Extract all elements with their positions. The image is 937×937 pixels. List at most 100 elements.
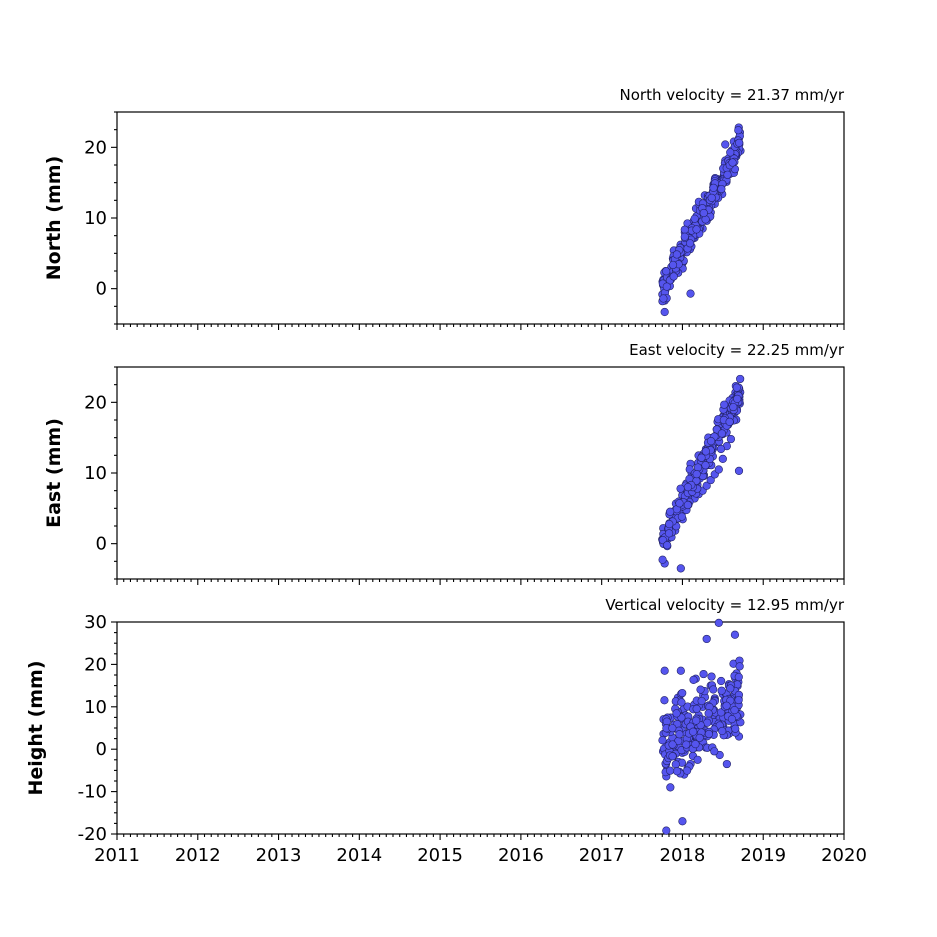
height-data-point: [726, 684, 735, 693]
north-data-point: [726, 148, 735, 157]
east-data-point: [725, 417, 734, 426]
north-data-point: [662, 267, 671, 276]
east-data-point: [692, 470, 701, 479]
east-data-point: [706, 437, 716, 446]
north-data-point: [707, 193, 716, 202]
height-panel: 2011 2012 2013 2014 2015 2016 2017 2018 2019 2020…: [25, 596, 867, 866]
height-data-point: [678, 688, 687, 698]
height-data-point: [717, 686, 726, 695]
height-data-point: [704, 729, 714, 739]
height-data-point: [691, 739, 700, 749]
east-data-point: [736, 374, 745, 384]
height-data-point: [695, 733, 704, 742]
north-data-point: [734, 126, 743, 135]
height-data-point: [718, 726, 727, 736]
height-data-point: [714, 618, 723, 627]
north-scatter-points: [658, 123, 745, 317]
east-y-axis-label: East (mm): [43, 418, 65, 528]
height-data-point: [668, 724, 677, 733]
north-data-point: [660, 307, 669, 317]
height-data-point: [727, 714, 737, 724]
height-data-point: [717, 676, 726, 686]
height-data-point: [672, 709, 681, 718]
east-y-tick-label: 0: [96, 534, 107, 555]
north-y-tick-label: 0: [96, 279, 107, 300]
north-data-point: [690, 214, 699, 223]
height-y-tick-label: 20: [84, 654, 107, 675]
east-data-point: [665, 519, 674, 529]
north-data-point: [728, 158, 737, 167]
north-y-tick-label: 20: [84, 137, 107, 158]
height-y-tick-label: 10: [84, 697, 107, 718]
height-data-point: [668, 752, 677, 761]
height-data-point: [658, 736, 667, 745]
east-data-point: [697, 453, 706, 462]
east-panel: 0 10 20 East velocity = 22.25 mm/yr East (…: [43, 341, 845, 585]
east-data-point: [733, 394, 742, 403]
east-data-point: [676, 484, 685, 493]
x-tick-label: 2017: [579, 845, 625, 866]
east-data-point: [718, 454, 727, 463]
height-data-point: [668, 740, 677, 749]
height-data-point: [689, 727, 698, 736]
north-data-point: [699, 208, 708, 218]
height-data-point: [693, 755, 702, 764]
height-data-point: [734, 672, 743, 682]
height-data-point: [682, 766, 692, 775]
north-velocity-title: North velocity = 21.37 mm/yr: [620, 86, 845, 104]
east-data-point: [675, 499, 684, 508]
x-tick-label: 2011: [94, 845, 140, 866]
east-data-point: [720, 400, 729, 409]
height-y-tick-label: -10: [78, 782, 107, 803]
north-data-point: [669, 272, 678, 281]
north-data-point: [680, 232, 689, 241]
north-data-point: [735, 138, 744, 147]
height-data-point: [734, 695, 743, 705]
east-data-point: [701, 447, 711, 456]
x-tick-label: 2018: [660, 845, 706, 866]
north-data-point: [723, 170, 732, 179]
north-data-point: [685, 239, 695, 248]
east-data-point: [664, 529, 674, 538]
height-data-point: [660, 666, 669, 675]
north-data-point: [662, 282, 671, 291]
height-y-axis-label: Height (mm): [25, 660, 47, 795]
north-data-point: [721, 140, 730, 149]
height-data-point: [722, 759, 731, 769]
north-data-point: [692, 225, 701, 234]
height-velocity-title: Vertical velocity = 12.95 mm/yr: [605, 596, 845, 614]
east-data-point: [677, 512, 687, 521]
height-data-point: [710, 747, 719, 756]
height-data-point: [675, 730, 684, 739]
east-data-point: [683, 500, 692, 510]
height-data-point: [665, 766, 675, 775]
height-data-point: [730, 630, 740, 639]
north-data-point: [709, 183, 718, 192]
height-data-point: [692, 704, 701, 713]
north-ticks: 0 10 20: [84, 111, 845, 330]
east-velocity-title: East velocity = 22.25 mm/yr: [629, 341, 845, 359]
east-ticks: 0 10 20: [84, 366, 845, 585]
height-data-point: [731, 724, 740, 733]
height-data-point: [699, 669, 708, 679]
north-y-axis-label: North (mm): [43, 156, 65, 281]
height-data-point: [660, 696, 669, 705]
height-data-point: [666, 783, 675, 792]
height-data-point: [662, 826, 671, 835]
x-tick-label: 2016: [498, 845, 544, 866]
east-data-point: [658, 555, 667, 564]
east-data-point: [729, 402, 738, 412]
height-ticks: 2011 2012 2013 2014 2015 2016 2017 2018 2019 2020…: [78, 612, 867, 866]
height-y-tick-label: 0: [96, 739, 107, 760]
east-data-point: [683, 482, 693, 492]
height-data-point: [697, 696, 706, 706]
height-data-point: [677, 698, 686, 707]
height-data-point: [707, 672, 716, 681]
north-data-point: [659, 294, 668, 303]
height-data-point: [735, 662, 744, 671]
east-data-point: [663, 541, 672, 550]
height-y-tick-label: -20: [78, 824, 107, 845]
east-y-tick-label: 10: [84, 463, 107, 484]
x-tick-label: 2013: [256, 845, 302, 866]
height-data-point: [730, 706, 739, 715]
